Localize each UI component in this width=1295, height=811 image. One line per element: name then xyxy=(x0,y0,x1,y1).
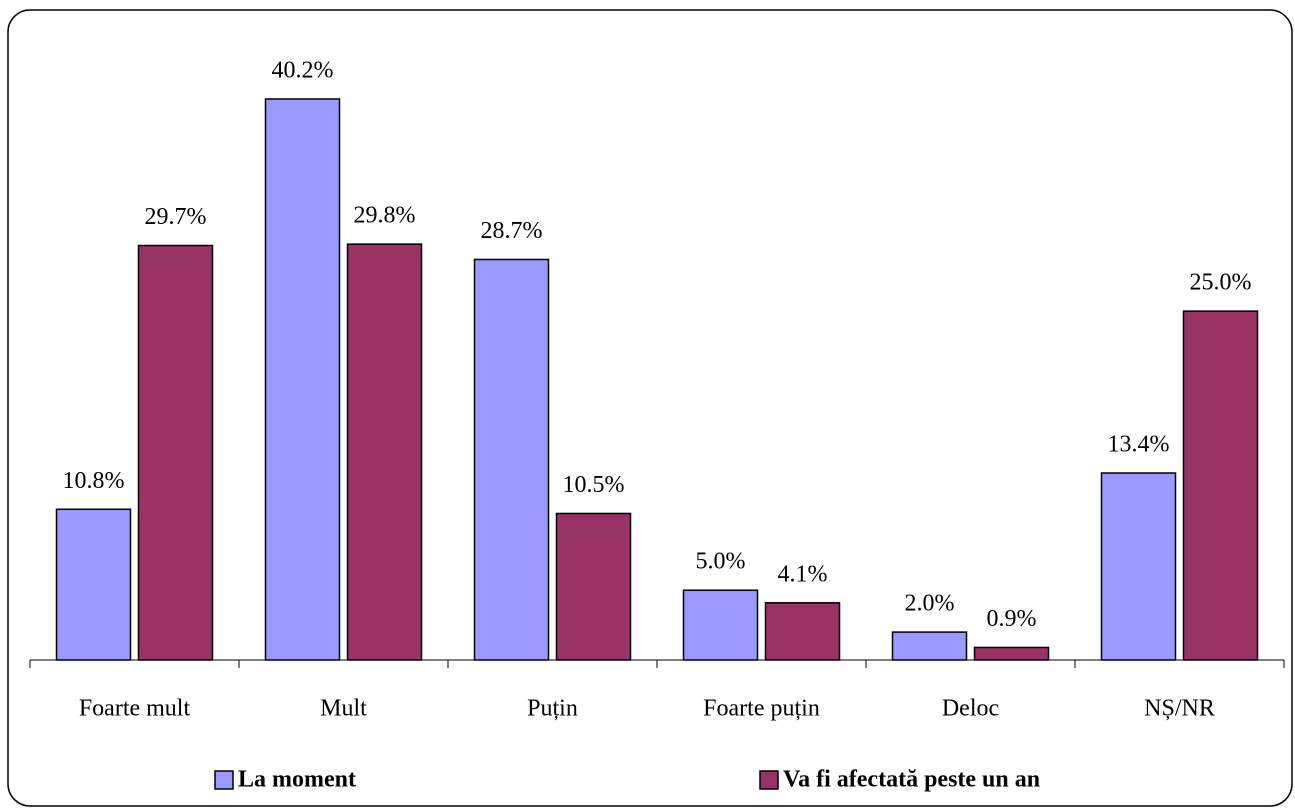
bar xyxy=(473,258,550,661)
value-label: 10.8% xyxy=(63,468,125,494)
legend-label: Va fi afectată peste un an xyxy=(783,767,1040,793)
bar xyxy=(764,602,841,661)
value-label: 4.1% xyxy=(778,561,828,587)
bar xyxy=(55,508,132,661)
bar xyxy=(346,243,423,661)
value-label: 10.5% xyxy=(563,472,625,498)
value-label: 25.0% xyxy=(1190,270,1252,296)
legend-swatch xyxy=(759,770,779,790)
legend-swatch xyxy=(214,770,234,790)
value-label: 0.9% xyxy=(987,606,1037,632)
bar xyxy=(137,244,214,661)
x-tick-label: Foarte puțin xyxy=(703,696,820,722)
bar xyxy=(555,512,632,661)
bar xyxy=(1100,472,1177,661)
bar xyxy=(973,646,1050,661)
bar xyxy=(1182,310,1259,661)
x-tick-label: Deloc xyxy=(942,696,999,722)
value-label: 2.0% xyxy=(905,591,955,617)
x-tick-label: Puțin xyxy=(527,696,578,722)
bar xyxy=(264,98,341,661)
x-tick-label: Mult xyxy=(320,696,367,722)
value-label: 28.7% xyxy=(481,218,543,244)
value-label: 29.8% xyxy=(354,203,416,229)
bar xyxy=(891,631,968,661)
legend-label: La moment xyxy=(238,767,356,793)
bar xyxy=(682,589,759,661)
value-label: 40.2% xyxy=(272,57,334,83)
x-tick-label: Foarte mult xyxy=(79,696,191,722)
value-label: 13.4% xyxy=(1108,431,1170,457)
value-label: 29.7% xyxy=(145,204,207,230)
value-label: 5.0% xyxy=(696,549,746,575)
x-tick-label: NȘ/NR xyxy=(1144,696,1215,722)
